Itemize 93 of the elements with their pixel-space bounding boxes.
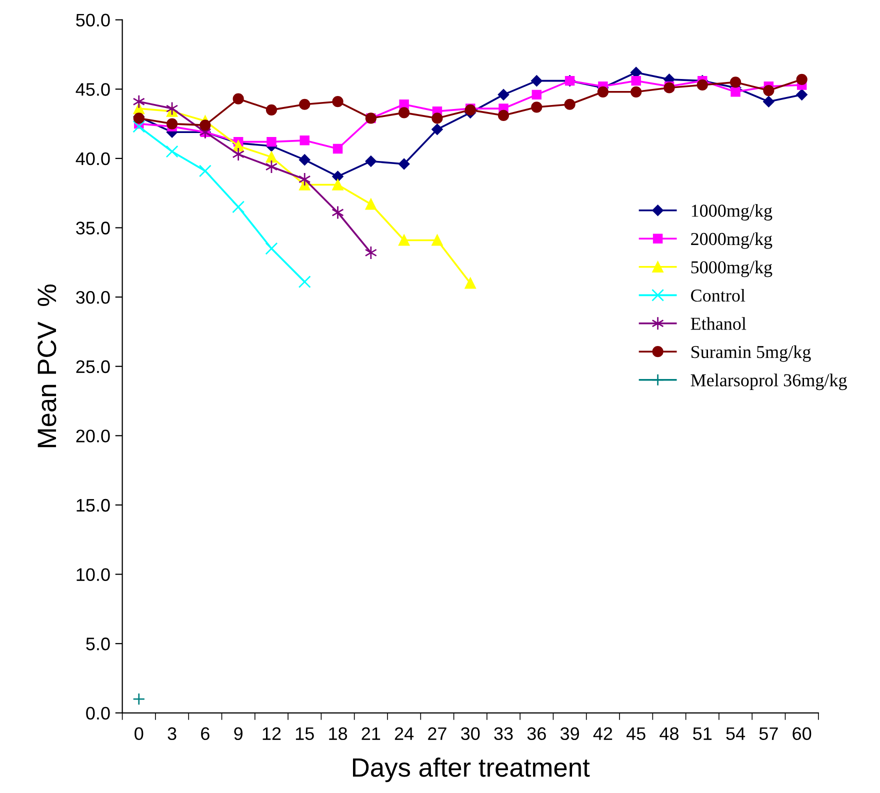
x-tick-label: 36 <box>527 727 546 740</box>
point <box>532 90 542 100</box>
point <box>166 118 178 130</box>
point <box>398 234 410 246</box>
point <box>631 76 641 86</box>
point <box>232 147 244 162</box>
point <box>266 104 278 116</box>
point <box>198 164 212 178</box>
point <box>432 124 443 135</box>
point <box>531 102 542 113</box>
x-tick-label: 39 <box>560 727 579 740</box>
point <box>364 246 378 260</box>
point <box>432 112 443 124</box>
x-tick-label: 33 <box>494 727 513 740</box>
x-tick-label: 57 <box>759 727 778 740</box>
point <box>332 144 343 154</box>
x-tick-label: 30 <box>461 727 480 740</box>
point <box>332 179 344 190</box>
x-tick-label: 27 <box>428 727 446 740</box>
y-tick-label: 5.0 <box>86 638 110 650</box>
point <box>398 158 410 170</box>
y-axis-title: Mean PCV % <box>38 284 56 448</box>
x-tick-label: 3 <box>168 727 176 740</box>
x-tick-label: 51 <box>693 727 712 740</box>
point <box>365 198 376 210</box>
point <box>564 98 576 110</box>
y-tick-label: 50.0 <box>76 14 110 27</box>
point <box>299 154 310 166</box>
x-tick-label: 15 <box>296 727 314 740</box>
point <box>132 692 146 706</box>
y-tick-label: 0.0 <box>86 706 110 720</box>
point <box>432 234 443 246</box>
point <box>166 145 178 158</box>
point <box>730 87 740 97</box>
point <box>332 170 344 182</box>
x-tick-label: 24 <box>394 727 414 740</box>
point <box>266 152 278 163</box>
y-tick-label: 30.0 <box>76 290 110 304</box>
point <box>399 100 409 110</box>
x-tick-label: 12 <box>262 727 281 740</box>
x-tick-label: 6 <box>201 727 210 740</box>
point <box>597 86 609 98</box>
x-tick-label: 9 <box>234 727 242 740</box>
point <box>796 74 808 85</box>
point <box>200 120 211 131</box>
x-tick-label: 48 <box>660 727 678 740</box>
y-tick-label: 15.0 <box>76 498 110 512</box>
point <box>365 156 377 167</box>
x-tick-label: 60 <box>792 727 812 740</box>
y-tick-label: 25.0 <box>76 360 110 374</box>
x-tick-label: 18 <box>329 727 348 740</box>
point <box>266 136 276 147</box>
point <box>332 206 344 220</box>
legend-label: Control <box>691 288 746 302</box>
point <box>796 89 808 100</box>
point <box>696 79 708 91</box>
point <box>300 136 310 146</box>
legend-label: 5000mg/kg <box>691 260 772 278</box>
x-tick-label: 42 <box>593 727 612 740</box>
point <box>232 140 244 152</box>
point <box>298 172 311 186</box>
point <box>763 84 774 96</box>
point <box>730 76 742 88</box>
x-tick-label: 0 <box>134 727 144 740</box>
x-tick-label: 21 <box>362 727 380 740</box>
point <box>464 278 476 289</box>
x-axis-title: Days after treatment <box>353 758 590 782</box>
point <box>132 94 145 109</box>
point <box>299 98 310 110</box>
x-tick-label: 54 <box>726 727 746 740</box>
point <box>332 96 344 108</box>
y-tick-label: 20.0 <box>76 430 110 442</box>
y-tick-label: 45.0 <box>76 83 110 96</box>
legend-label: Ethanol <box>690 317 746 330</box>
x-tick-label: 45 <box>626 727 646 740</box>
point <box>630 86 642 98</box>
point <box>763 96 774 108</box>
y-tick-label: 35.0 <box>76 222 110 234</box>
point <box>232 200 245 214</box>
point <box>298 276 311 288</box>
point <box>498 89 510 100</box>
legend-label: Suramin 5mg/kg <box>692 345 811 362</box>
y-tick-label: 40.0 <box>76 152 110 166</box>
y-tick-label: 10.0 <box>76 568 110 582</box>
point <box>232 93 244 104</box>
legend-label: 2000mg/kg <box>691 232 772 249</box>
point <box>498 110 510 122</box>
point <box>398 107 410 118</box>
legend-label: 1000mg/kg <box>692 204 772 221</box>
legend-label: Melarsoprol 36mg/kg <box>690 374 847 390</box>
point <box>531 75 542 86</box>
point <box>132 120 146 133</box>
point <box>265 242 278 255</box>
